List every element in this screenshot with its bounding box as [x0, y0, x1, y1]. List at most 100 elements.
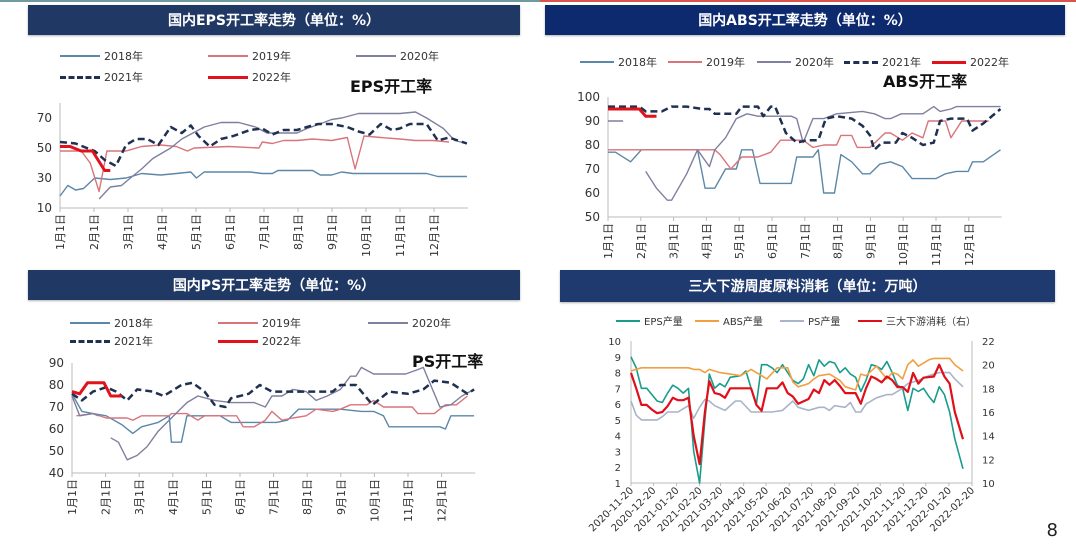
x-tick-label: 8月1日: [292, 214, 305, 250]
left-y-tick-label: 10: [608, 337, 621, 348]
legend-item: PS产量: [780, 313, 840, 328]
left-y-tick-label: 8: [615, 369, 621, 380]
eps-panel-title: 国内EPS开工率走势（单位：%）: [28, 5, 520, 35]
legend-item: 2021年: [844, 54, 921, 70]
legend-label: ABS产量: [723, 317, 763, 328]
series-line-2020年: [71, 366, 475, 461]
series-line-2021年: [608, 105, 1002, 152]
y-tick-label: 80: [49, 378, 64, 392]
legend-swatch: [218, 322, 258, 324]
legend-label: 2022年: [262, 335, 301, 348]
legend-swatch: [695, 319, 719, 322]
series-line-2020年: [608, 105, 1001, 201]
x-tick-label: 2月1日: [100, 479, 113, 515]
series-line-ABS产量: [630, 357, 964, 391]
legend-swatch: [208, 75, 248, 79]
x-tick-label: 11月1日: [402, 479, 415, 522]
legend-item: 2020年: [757, 54, 834, 70]
y-tick-label: 70: [49, 400, 64, 414]
x-tick-label: 4月1日: [167, 479, 180, 515]
legend-label: 2019年: [706, 56, 745, 69]
legend-item: 2021年: [60, 69, 143, 85]
legend-item: 2020年: [356, 48, 439, 64]
series-line-2019年: [608, 120, 989, 170]
consumption-panel-title: 三大下游周度原料消耗（单位：万吨）: [560, 270, 1055, 302]
legend-label: 2021年: [882, 56, 921, 69]
x-tick-label: 4月1日: [700, 223, 713, 259]
legend-label: 2018年: [114, 317, 153, 330]
x-tick-label: 12月1日: [428, 214, 441, 257]
left-y-tick-label: 7: [615, 384, 621, 395]
left-y-tick-label: 5: [615, 416, 621, 427]
series-line-2018年: [71, 393, 475, 443]
abs-chart-label: ABS开工率: [883, 72, 968, 91]
series-line-2019年: [60, 135, 450, 193]
legend-item: 2020年: [368, 315, 451, 331]
left-y-tick-label: 4: [615, 432, 621, 443]
legend-item: 2018年: [60, 48, 143, 64]
legend-label: 2021年: [114, 335, 153, 348]
y-tick-label: 70: [585, 162, 600, 176]
legend-label: 2020年: [400, 50, 439, 63]
legend-item: 2019年: [208, 48, 291, 64]
legend-swatch: [932, 60, 966, 64]
x-tick-label: 4月1日: [156, 214, 169, 250]
x-tick-label: 1月1日: [602, 223, 615, 259]
right-y-tick-label: 20: [982, 361, 995, 372]
x-tick-label: 6月1日: [224, 214, 237, 250]
x-tick-label: 12月1日: [963, 223, 976, 266]
y-tick-label: 50: [585, 210, 600, 224]
x-tick-label: 3月1日: [122, 214, 135, 250]
legend-label: 2019年: [262, 317, 301, 330]
legend-item: 2022年: [932, 54, 1009, 70]
ps-chart-label: PS开工率: [412, 352, 484, 371]
y-tick-label: 40: [49, 466, 64, 480]
legend-label: 2021年: [104, 71, 143, 84]
x-tick-label: 7月1日: [799, 223, 812, 259]
eps-chart-label: EPS开工率: [350, 77, 433, 96]
x-tick-label: 3月1日: [133, 479, 146, 515]
legend-swatch: [208, 55, 248, 57]
series-line-EPS产量: [630, 356, 964, 484]
legend-item: 2019年: [218, 315, 301, 331]
x-tick-label: 12月1日: [436, 479, 449, 522]
legend-swatch: [757, 61, 791, 63]
legend-swatch: [70, 322, 110, 324]
series-line-2020年: [98, 111, 468, 200]
legend-label: 2019年: [252, 50, 291, 63]
series-line-2018年: [608, 149, 1001, 194]
legend-swatch: [580, 61, 614, 63]
legend-item: 2018年: [580, 54, 657, 70]
legend-label: 三大下游消耗（右）: [886, 317, 976, 328]
top-accent-line: [0, 0, 540, 2]
legend-swatch: [218, 339, 258, 343]
x-tick-label: 8月1日: [832, 223, 845, 259]
left-y-tick-label: 1: [615, 479, 621, 490]
y-tick-label: 60: [585, 186, 600, 200]
y-tick-label: 90: [49, 356, 64, 370]
legend-item: 2018年: [70, 315, 153, 331]
legend-swatch: [844, 60, 878, 64]
legend-item: 2022年: [218, 333, 301, 349]
legend-label: 2022年: [252, 71, 291, 84]
legend-swatch: [356, 55, 396, 57]
legend-label: 2018年: [618, 56, 657, 69]
x-tick-label: 10月1日: [360, 214, 373, 257]
right-y-tick-label: 18: [982, 384, 995, 395]
x-tick-label: 10月1日: [897, 223, 910, 266]
right-y-tick-label: 12: [982, 455, 995, 466]
legend-swatch: [60, 75, 100, 79]
legend-swatch: [668, 61, 702, 63]
legend-item: 2021年: [70, 333, 153, 349]
right-y-tick-label: 10: [982, 479, 995, 490]
x-tick-label: 10月1日: [368, 479, 381, 522]
y-tick-label: 60: [49, 422, 64, 436]
series-line-2022年: [608, 107, 657, 118]
y-tick-label: 100: [577, 90, 600, 104]
x-tick-label: 6月1日: [766, 223, 779, 259]
x-tick-label: 1月1日: [54, 214, 67, 250]
x-tick-label: 5月1日: [190, 214, 203, 250]
legend-item: ABS产量: [695, 313, 763, 328]
y-tick-label: 90: [585, 114, 600, 128]
